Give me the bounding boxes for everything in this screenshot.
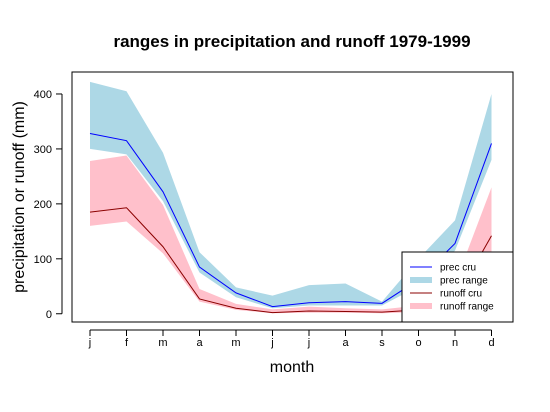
band-prec-range — [90, 81, 492, 309]
x-tick-label-4: a — [196, 337, 203, 349]
x-tick-label-12: d — [488, 337, 494, 349]
legend-label-prec-range: prec range — [440, 276, 488, 287]
y-tick-label-300: 300 — [34, 144, 52, 156]
x-tick-label-3: m — [158, 337, 167, 349]
y-axis: 0 100 200 300 400 — [34, 89, 63, 321]
legend-label-runoff-range: runoff range — [440, 302, 494, 313]
x-tick-label-2: f — [125, 337, 129, 349]
x-tick-label-6: j — [270, 337, 273, 349]
x-tick-label-11: n — [452, 337, 458, 349]
y-tick-label-400: 400 — [34, 89, 52, 101]
x-tick-label-8: a — [342, 337, 349, 349]
band-runoff-range — [90, 155, 492, 314]
x-tick-label-5: m — [231, 337, 240, 349]
x-axis-label: month — [270, 359, 314, 376]
x-tick-label-10: o — [415, 337, 421, 349]
band-layer — [90, 81, 492, 314]
y-tick-label-0: 0 — [46, 309, 52, 321]
plot-frame — [71, 71, 514, 323]
legend-label-prec-cru: prec cru — [440, 263, 476, 274]
legend-label-runoff-cru: runoff cru — [440, 289, 482, 300]
x-tick-label-9: s — [379, 337, 385, 349]
legend-box — [401, 251, 514, 323]
chart-title: ranges in precipitation and runoff 1979-… — [113, 32, 470, 51]
legend: prec cru prec range runoff cru runoff range — [401, 251, 514, 323]
x-tick-label-1: j — [88, 337, 91, 349]
y-tick-label-200: 200 — [34, 199, 52, 211]
y-axis-label: precipitation or runoff (mm) — [11, 101, 28, 293]
x-tick-label-7: j — [307, 337, 310, 349]
y-tick-label-100: 100 — [34, 254, 52, 266]
